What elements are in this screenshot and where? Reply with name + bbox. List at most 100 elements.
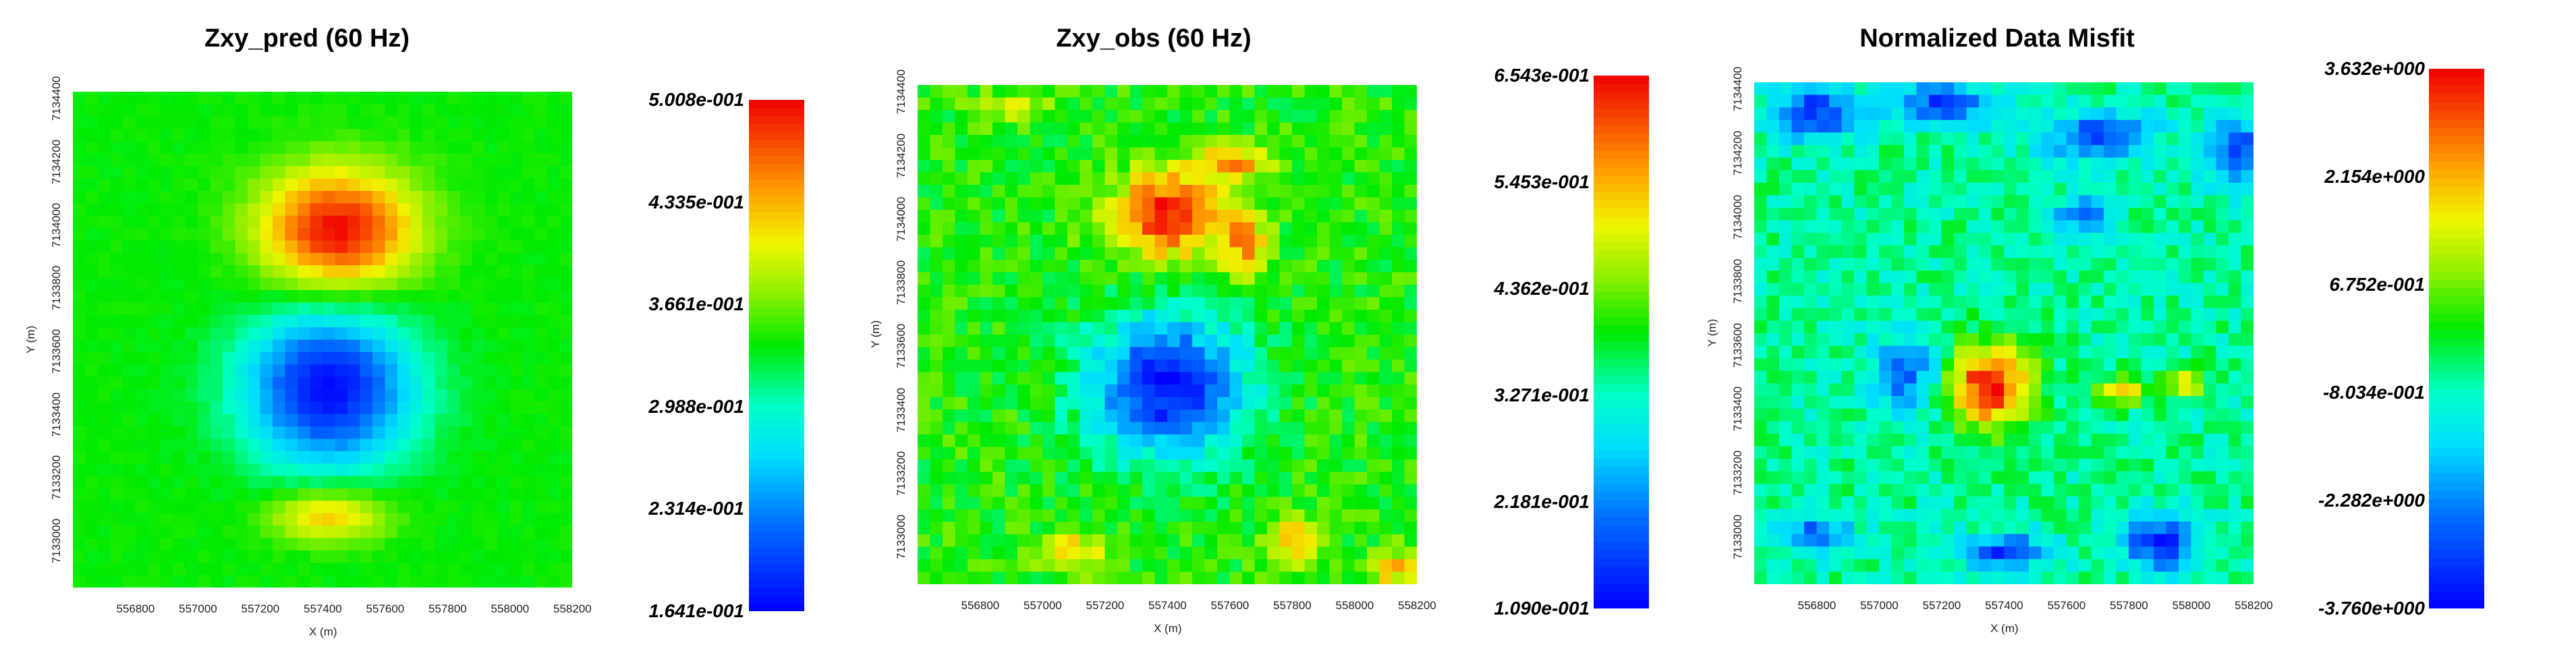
- heatmap-cell: [110, 215, 123, 229]
- heatmap-cell: [248, 129, 261, 142]
- heatmap-cell: [547, 426, 561, 440]
- heatmap-cell: [2129, 258, 2142, 271]
- heatmap-cell: [285, 513, 298, 526]
- heatmap-cell: [2179, 559, 2192, 572]
- heatmap-cell: [2054, 345, 2067, 359]
- heatmap-cell: [422, 240, 436, 254]
- heatmap-cell: [497, 550, 511, 563]
- heatmap-cell: [2029, 170, 2042, 183]
- heatmap-cell: [1879, 433, 1893, 447]
- heatmap-cell: [1929, 107, 1942, 121]
- heatmap-cell: [198, 191, 211, 204]
- heatmap-cell: [1829, 94, 1843, 108]
- heatmap-cell: [1204, 185, 1218, 198]
- heatmap-cell: [85, 426, 99, 440]
- heatmap-cell: [559, 426, 572, 440]
- heatmap-cell: [85, 104, 99, 117]
- heatmap-cell: [484, 215, 498, 229]
- heatmap-cell: [2204, 345, 2217, 359]
- heatmap-cell: [73, 228, 86, 242]
- heatmap-cell: [235, 563, 248, 576]
- heatmap-cell: [2229, 170, 2242, 183]
- heatmap-cell: [310, 401, 323, 415]
- heatmap-cell: [160, 290, 173, 303]
- heatmap-cell: [1791, 320, 1805, 334]
- heatmap-cell: [1966, 509, 1980, 522]
- heatmap-cell: [435, 116, 448, 130]
- heatmap-cell: [1991, 295, 2005, 309]
- heatmap-cell: [2229, 94, 2242, 108]
- heatmap-cell: [397, 265, 411, 279]
- heatmap-cell: [1754, 421, 1768, 434]
- heatmap-cell: [497, 166, 511, 179]
- heatmap-cell: [173, 252, 186, 266]
- heatmap-cell: [522, 116, 536, 130]
- heatmap-cell: [1979, 421, 1992, 434]
- heatmap-cell: [1342, 135, 1355, 148]
- heatmap-cell: [2041, 509, 2054, 522]
- heatmap-cell: [198, 92, 211, 105]
- heatmap-cell: [472, 290, 486, 303]
- heatmap-cell: [522, 240, 536, 254]
- heatmap-cell: [98, 513, 111, 526]
- heatmap-cell: [372, 203, 386, 217]
- heatmap-cell: [410, 178, 423, 192]
- heatmap-cell: [943, 172, 956, 186]
- heatmap-cell: [1829, 559, 1843, 572]
- heatmap-cell: [497, 526, 511, 539]
- heatmap-cell: [273, 339, 286, 353]
- heatmap-cell: [73, 501, 86, 514]
- heatmap-cell: [1916, 546, 1930, 560]
- heatmap-cell: [2166, 308, 2179, 321]
- heatmap-cell: [497, 215, 511, 229]
- heatmap-cell: [2216, 308, 2229, 321]
- heatmap-cell: [310, 426, 323, 440]
- heatmap-cell: [1841, 471, 1855, 484]
- heatmap-cell: [2141, 145, 2154, 159]
- heatmap-cell: [2241, 370, 2253, 384]
- colorbar-label: 4.335e-001: [648, 191, 744, 212]
- heatmap-cell: [185, 104, 198, 117]
- heatmap-cell: [1979, 132, 1992, 146]
- x-tick-label: 557600: [2047, 599, 2086, 612]
- heatmap-cell: [955, 97, 968, 111]
- heatmap-cell: [2179, 233, 2192, 246]
- heatmap-cell: [1991, 433, 2005, 447]
- heatmap-cell: [2141, 358, 2154, 372]
- heatmap-cell: [2041, 333, 2054, 347]
- heatmap-cell: [2154, 283, 2167, 296]
- heatmap-cell: [210, 178, 223, 192]
- heatmap-cell: [335, 414, 348, 427]
- heatmap-cell: [2079, 559, 2092, 572]
- heatmap-cell: [135, 426, 148, 440]
- heatmap-cell: [484, 451, 498, 464]
- heatmap-cell: [198, 153, 211, 167]
- heatmap-cell: [1117, 110, 1131, 123]
- heatmap-cell: [2054, 295, 2067, 309]
- heatmap-cell: [497, 153, 511, 167]
- heatmap-cell: [347, 178, 361, 192]
- heatmap-cell: [1891, 509, 1905, 522]
- heatmap-cell: [323, 228, 336, 242]
- heatmap-cell: [372, 178, 386, 192]
- heatmap-cell: [2141, 521, 2154, 535]
- heatmap-cell: [930, 185, 943, 198]
- heatmap-cell: [2091, 370, 2104, 384]
- heatmap-cell: [2029, 308, 2042, 321]
- heatmap-cell: [968, 85, 981, 98]
- heatmap-cell: [2029, 195, 2042, 208]
- heatmap-cell: [273, 488, 286, 501]
- heatmap-cell: [1929, 145, 1942, 159]
- heatmap-cell: [497, 92, 511, 105]
- heatmap-cell: [310, 104, 323, 117]
- heatmap-cell: [2154, 471, 2167, 484]
- heatmap-cell: [248, 389, 261, 402]
- heatmap-cell: [1804, 320, 1818, 334]
- heatmap-cell: [1816, 82, 1830, 96]
- heatmap-cell: [1791, 182, 1805, 196]
- heatmap-cell: [559, 351, 572, 365]
- heatmap-cell: [1779, 208, 1793, 221]
- heatmap-cell: [2179, 571, 2192, 584]
- heatmap-cell: [2141, 546, 2154, 560]
- heatmap-cell: [522, 501, 536, 514]
